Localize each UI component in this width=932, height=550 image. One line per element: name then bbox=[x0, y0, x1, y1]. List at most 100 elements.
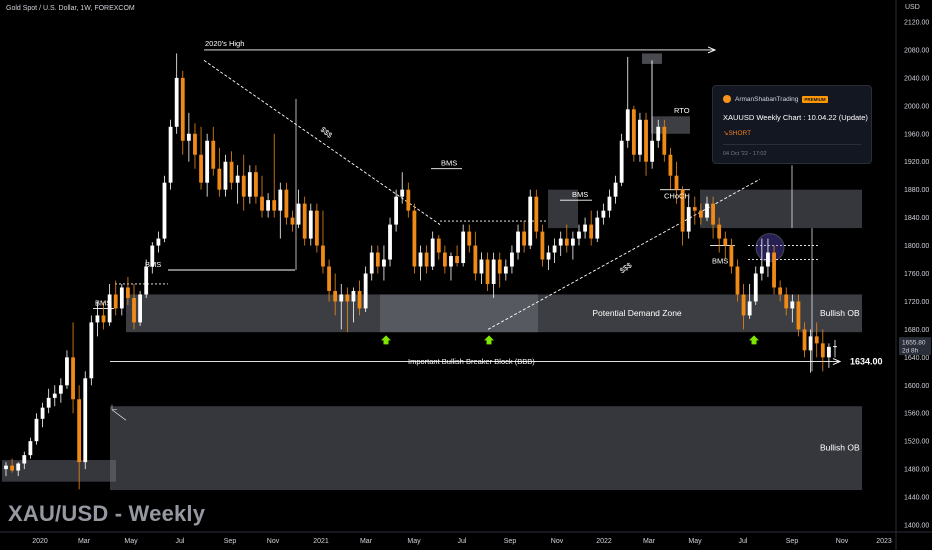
candle bbox=[132, 283, 136, 330]
candle-body bbox=[766, 252, 770, 267]
x-tick-label: May bbox=[407, 538, 421, 545]
x-tick-label: Nov bbox=[267, 538, 280, 545]
candle bbox=[522, 221, 527, 253]
demand-arrow-icon bbox=[749, 335, 759, 345]
candle bbox=[662, 119, 667, 162]
candle bbox=[71, 322, 75, 414]
candle-body bbox=[753, 273, 758, 302]
candle bbox=[784, 287, 789, 316]
candle-body bbox=[205, 140, 210, 183]
high-arrow-icon bbox=[707, 46, 717, 54]
candle-body bbox=[369, 252, 374, 274]
candle-body bbox=[735, 266, 740, 295]
candle-body bbox=[375, 252, 380, 267]
y-tick-label: 1520.00 bbox=[904, 439, 929, 446]
x-tick-label: Sep bbox=[224, 538, 237, 545]
candle-body bbox=[260, 196, 264, 211]
candle-body bbox=[363, 273, 368, 309]
candle-body bbox=[558, 238, 563, 246]
candle bbox=[491, 252, 496, 298]
candle-body bbox=[631, 109, 636, 155]
candle bbox=[400, 172, 405, 204]
y-tick-label: 1800.00 bbox=[904, 243, 929, 250]
candle bbox=[272, 133, 277, 218]
x-tick-label: Nov bbox=[836, 538, 849, 545]
candle bbox=[247, 165, 252, 204]
author-name[interactable]: ArmanShabanTrading bbox=[735, 95, 799, 103]
candle-body bbox=[674, 175, 679, 190]
candle bbox=[485, 252, 490, 291]
candle bbox=[369, 245, 374, 281]
y-tick-label: 1760.00 bbox=[904, 271, 929, 278]
candle-body bbox=[698, 210, 703, 218]
candle-body bbox=[552, 245, 557, 253]
candle-body bbox=[296, 203, 301, 225]
pointer-line bbox=[111, 409, 127, 421]
candle bbox=[266, 193, 271, 218]
candle-body bbox=[211, 140, 216, 169]
candle-body bbox=[65, 357, 69, 386]
candle-body bbox=[510, 252, 514, 267]
candle bbox=[564, 224, 569, 253]
x-tick-label: Jul bbox=[458, 538, 467, 545]
candle-body bbox=[357, 290, 362, 309]
candle bbox=[467, 224, 472, 253]
x-tick-label: Mar bbox=[78, 538, 91, 545]
candle-body bbox=[625, 109, 630, 141]
candle bbox=[260, 175, 264, 218]
candle bbox=[558, 231, 563, 257]
sss-trendline-2 bbox=[487, 178, 761, 330]
price-label-bg bbox=[899, 337, 931, 356]
candle-body bbox=[717, 224, 722, 239]
highlight-circle bbox=[755, 233, 785, 263]
candle bbox=[455, 245, 459, 267]
rto-zone-rect bbox=[652, 116, 690, 134]
candle-body bbox=[241, 175, 246, 197]
idea-card[interactable]: ArmanShabanTrading PREMIUM XAUUSD Weekly… bbox=[712, 85, 872, 164]
label-level-value: 1634.00 bbox=[850, 357, 883, 367]
y-tick-label: 2000.00 bbox=[904, 103, 929, 110]
candle bbox=[65, 350, 69, 389]
candle bbox=[528, 189, 533, 250]
candle-body bbox=[223, 161, 228, 190]
candle-body bbox=[820, 343, 825, 358]
candle bbox=[412, 203, 417, 274]
candle bbox=[375, 245, 380, 274]
candle bbox=[668, 147, 673, 190]
lower-ob-rect bbox=[110, 406, 862, 491]
candle bbox=[193, 123, 197, 169]
candle bbox=[217, 147, 222, 197]
candle bbox=[796, 294, 801, 337]
candle bbox=[631, 105, 636, 162]
candle bbox=[95, 301, 100, 337]
candle bbox=[235, 165, 240, 204]
idea-title[interactable]: XAUUSD Weekly Chart : 10.04.22 (Update) bbox=[723, 113, 868, 122]
candle-body bbox=[247, 172, 252, 197]
candle bbox=[34, 413, 39, 445]
candle-body bbox=[479, 259, 484, 274]
candle bbox=[284, 182, 289, 225]
candle-body bbox=[345, 294, 350, 302]
candle-body bbox=[302, 203, 307, 239]
y-tick-label: 1880.00 bbox=[904, 187, 929, 194]
candle-body bbox=[522, 231, 527, 246]
candle-body bbox=[449, 256, 453, 267]
candle bbox=[583, 217, 587, 239]
candle-body bbox=[668, 154, 673, 176]
y-tick-label: 1720.00 bbox=[904, 299, 929, 306]
x-tick-label: 2022 bbox=[596, 538, 612, 545]
candle bbox=[711, 196, 715, 239]
candle-body bbox=[412, 210, 417, 267]
candle bbox=[497, 252, 502, 288]
y-tick-label: 1440.00 bbox=[904, 495, 929, 502]
x-tick-label: 2021 bbox=[313, 538, 329, 545]
candle-body bbox=[101, 315, 106, 323]
y-tick-label: 1640.00 bbox=[904, 355, 929, 362]
label-rto: RTO bbox=[674, 106, 690, 115]
y-tick-label: 2120.00 bbox=[904, 20, 929, 27]
candle-body bbox=[729, 245, 734, 267]
candle-body bbox=[107, 294, 112, 323]
sss-trendline bbox=[203, 60, 441, 225]
candle-body bbox=[46, 397, 51, 408]
